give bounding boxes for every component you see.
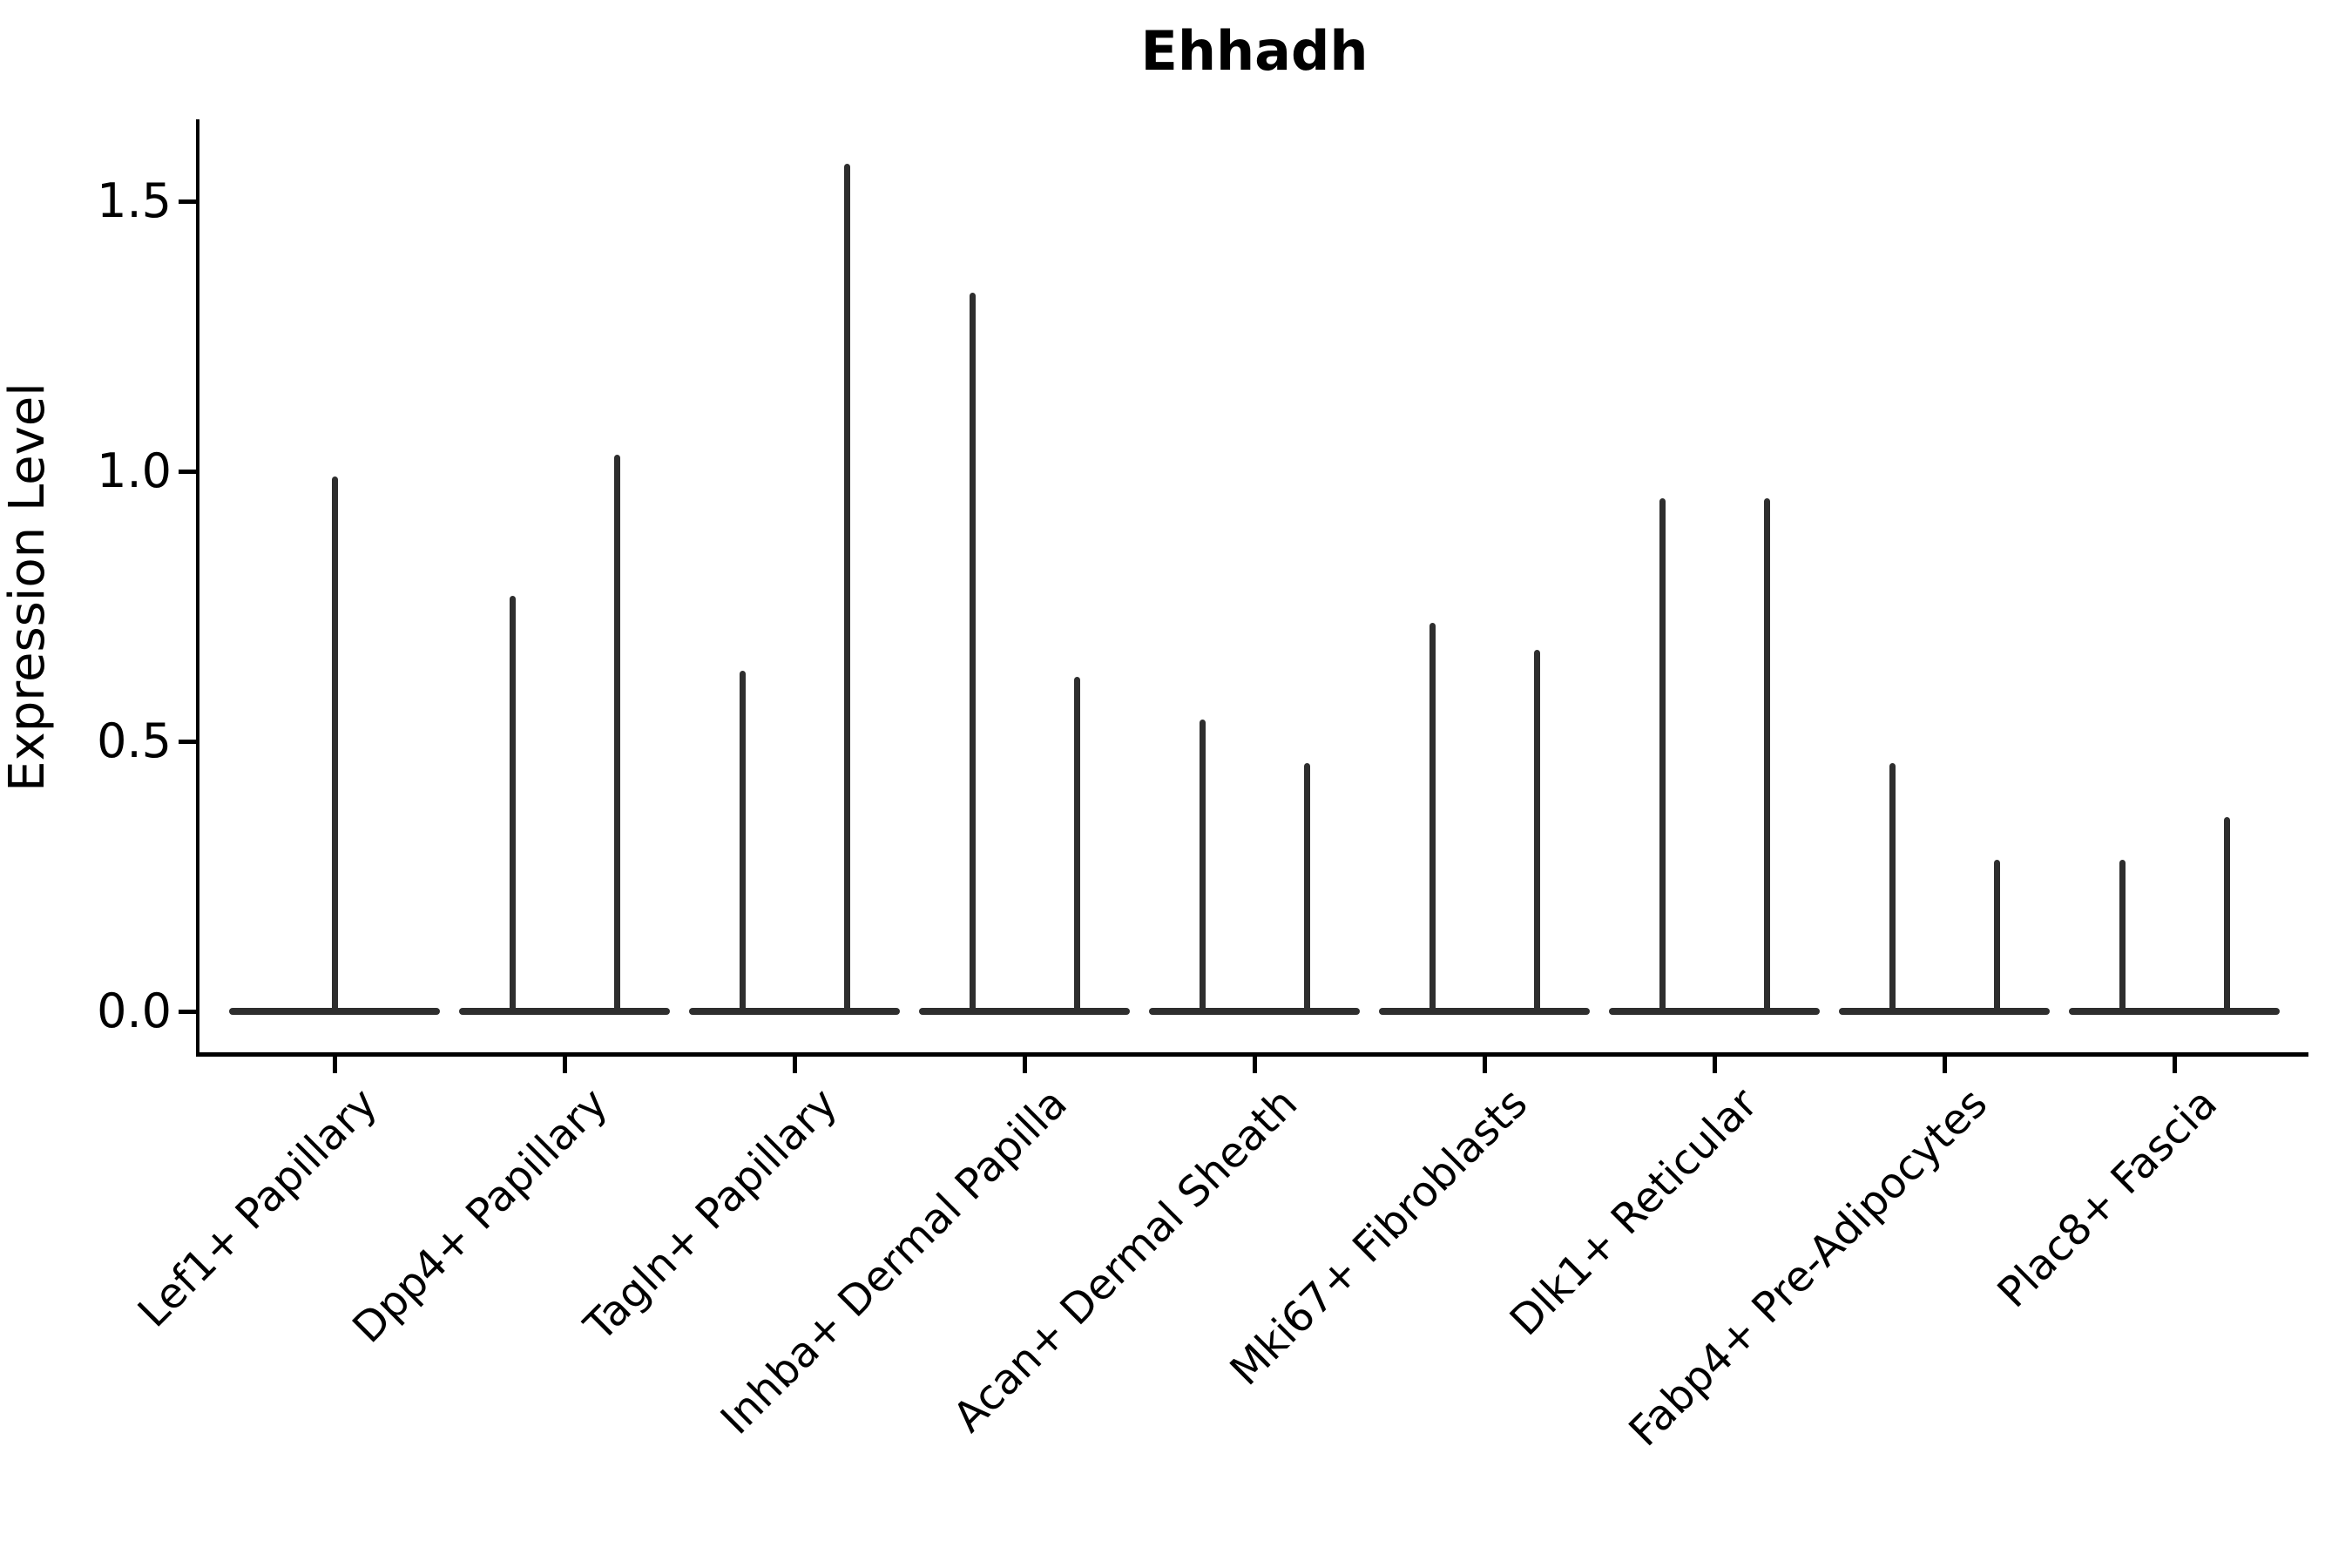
violin-baseline [1609,1008,1820,1015]
violin-spike [2223,816,2230,1014]
y-axis-tick-label: 0.5 [97,713,172,768]
violin-spike [1763,498,1770,1014]
violin-spike [1429,622,1436,1014]
violin-spike [613,455,620,1014]
violin-spike [969,293,976,1014]
violin-baseline [689,1008,900,1015]
violin-baseline [459,1008,670,1015]
violin-spike [739,671,746,1014]
y-axis-label: Expression Level [0,382,56,792]
x-axis-tick-mark [1482,1054,1487,1073]
violin-baseline [919,1008,1130,1015]
x-axis-tick-mark [1022,1054,1027,1073]
violin-spike [2119,860,2126,1014]
violin-baseline [1379,1008,1590,1015]
violin-spike [1889,762,1896,1014]
x-axis-category-label: Plac8+ Fascia [1988,1078,2227,1318]
violin-baseline [2069,1008,2280,1015]
y-axis-tick-mark [179,469,198,474]
violin-spike [843,163,850,1014]
y-axis-tick-label: 1.0 [97,443,172,498]
x-axis-category-label: Lef1+ Papillary [129,1078,388,1337]
violin-spike [1993,860,2000,1014]
x-axis-category-label: Dpp4+ Papillary [343,1078,618,1353]
violin-spike [1073,676,1080,1014]
violin-baseline [1149,1008,1360,1015]
x-axis-tick-mark [332,1054,337,1073]
x-axis-tick-mark [1712,1054,1717,1073]
x-axis-category-label: Dlk1+ Reticular [1500,1078,1767,1346]
y-axis-tick-label: 0.0 [97,983,172,1038]
y-axis-tick-mark [179,199,198,204]
violin-spike [1533,649,1540,1014]
y-axis-spine [196,119,199,1054]
violin-spike [1199,720,1206,1014]
y-axis-tick-mark [179,739,198,744]
violin-spike [331,476,338,1014]
violin-spike [1303,762,1310,1014]
x-axis-tick-mark [792,1054,797,1073]
x-axis-tick-mark [1252,1054,1257,1073]
violin-baseline [1839,1008,2050,1015]
plot-title: Ehhadh [1140,19,1369,83]
x-axis-category-label: Tagln+ Papillary [575,1078,848,1351]
x-axis-tick-mark [562,1054,567,1073]
y-axis-tick-label: 1.5 [97,173,172,228]
violin-spike [1659,498,1666,1014]
y-axis-tick-mark [179,1009,198,1014]
violin-spike [509,595,516,1014]
x-axis-tick-mark [2172,1054,2177,1073]
x-axis-tick-mark [1942,1054,1947,1073]
